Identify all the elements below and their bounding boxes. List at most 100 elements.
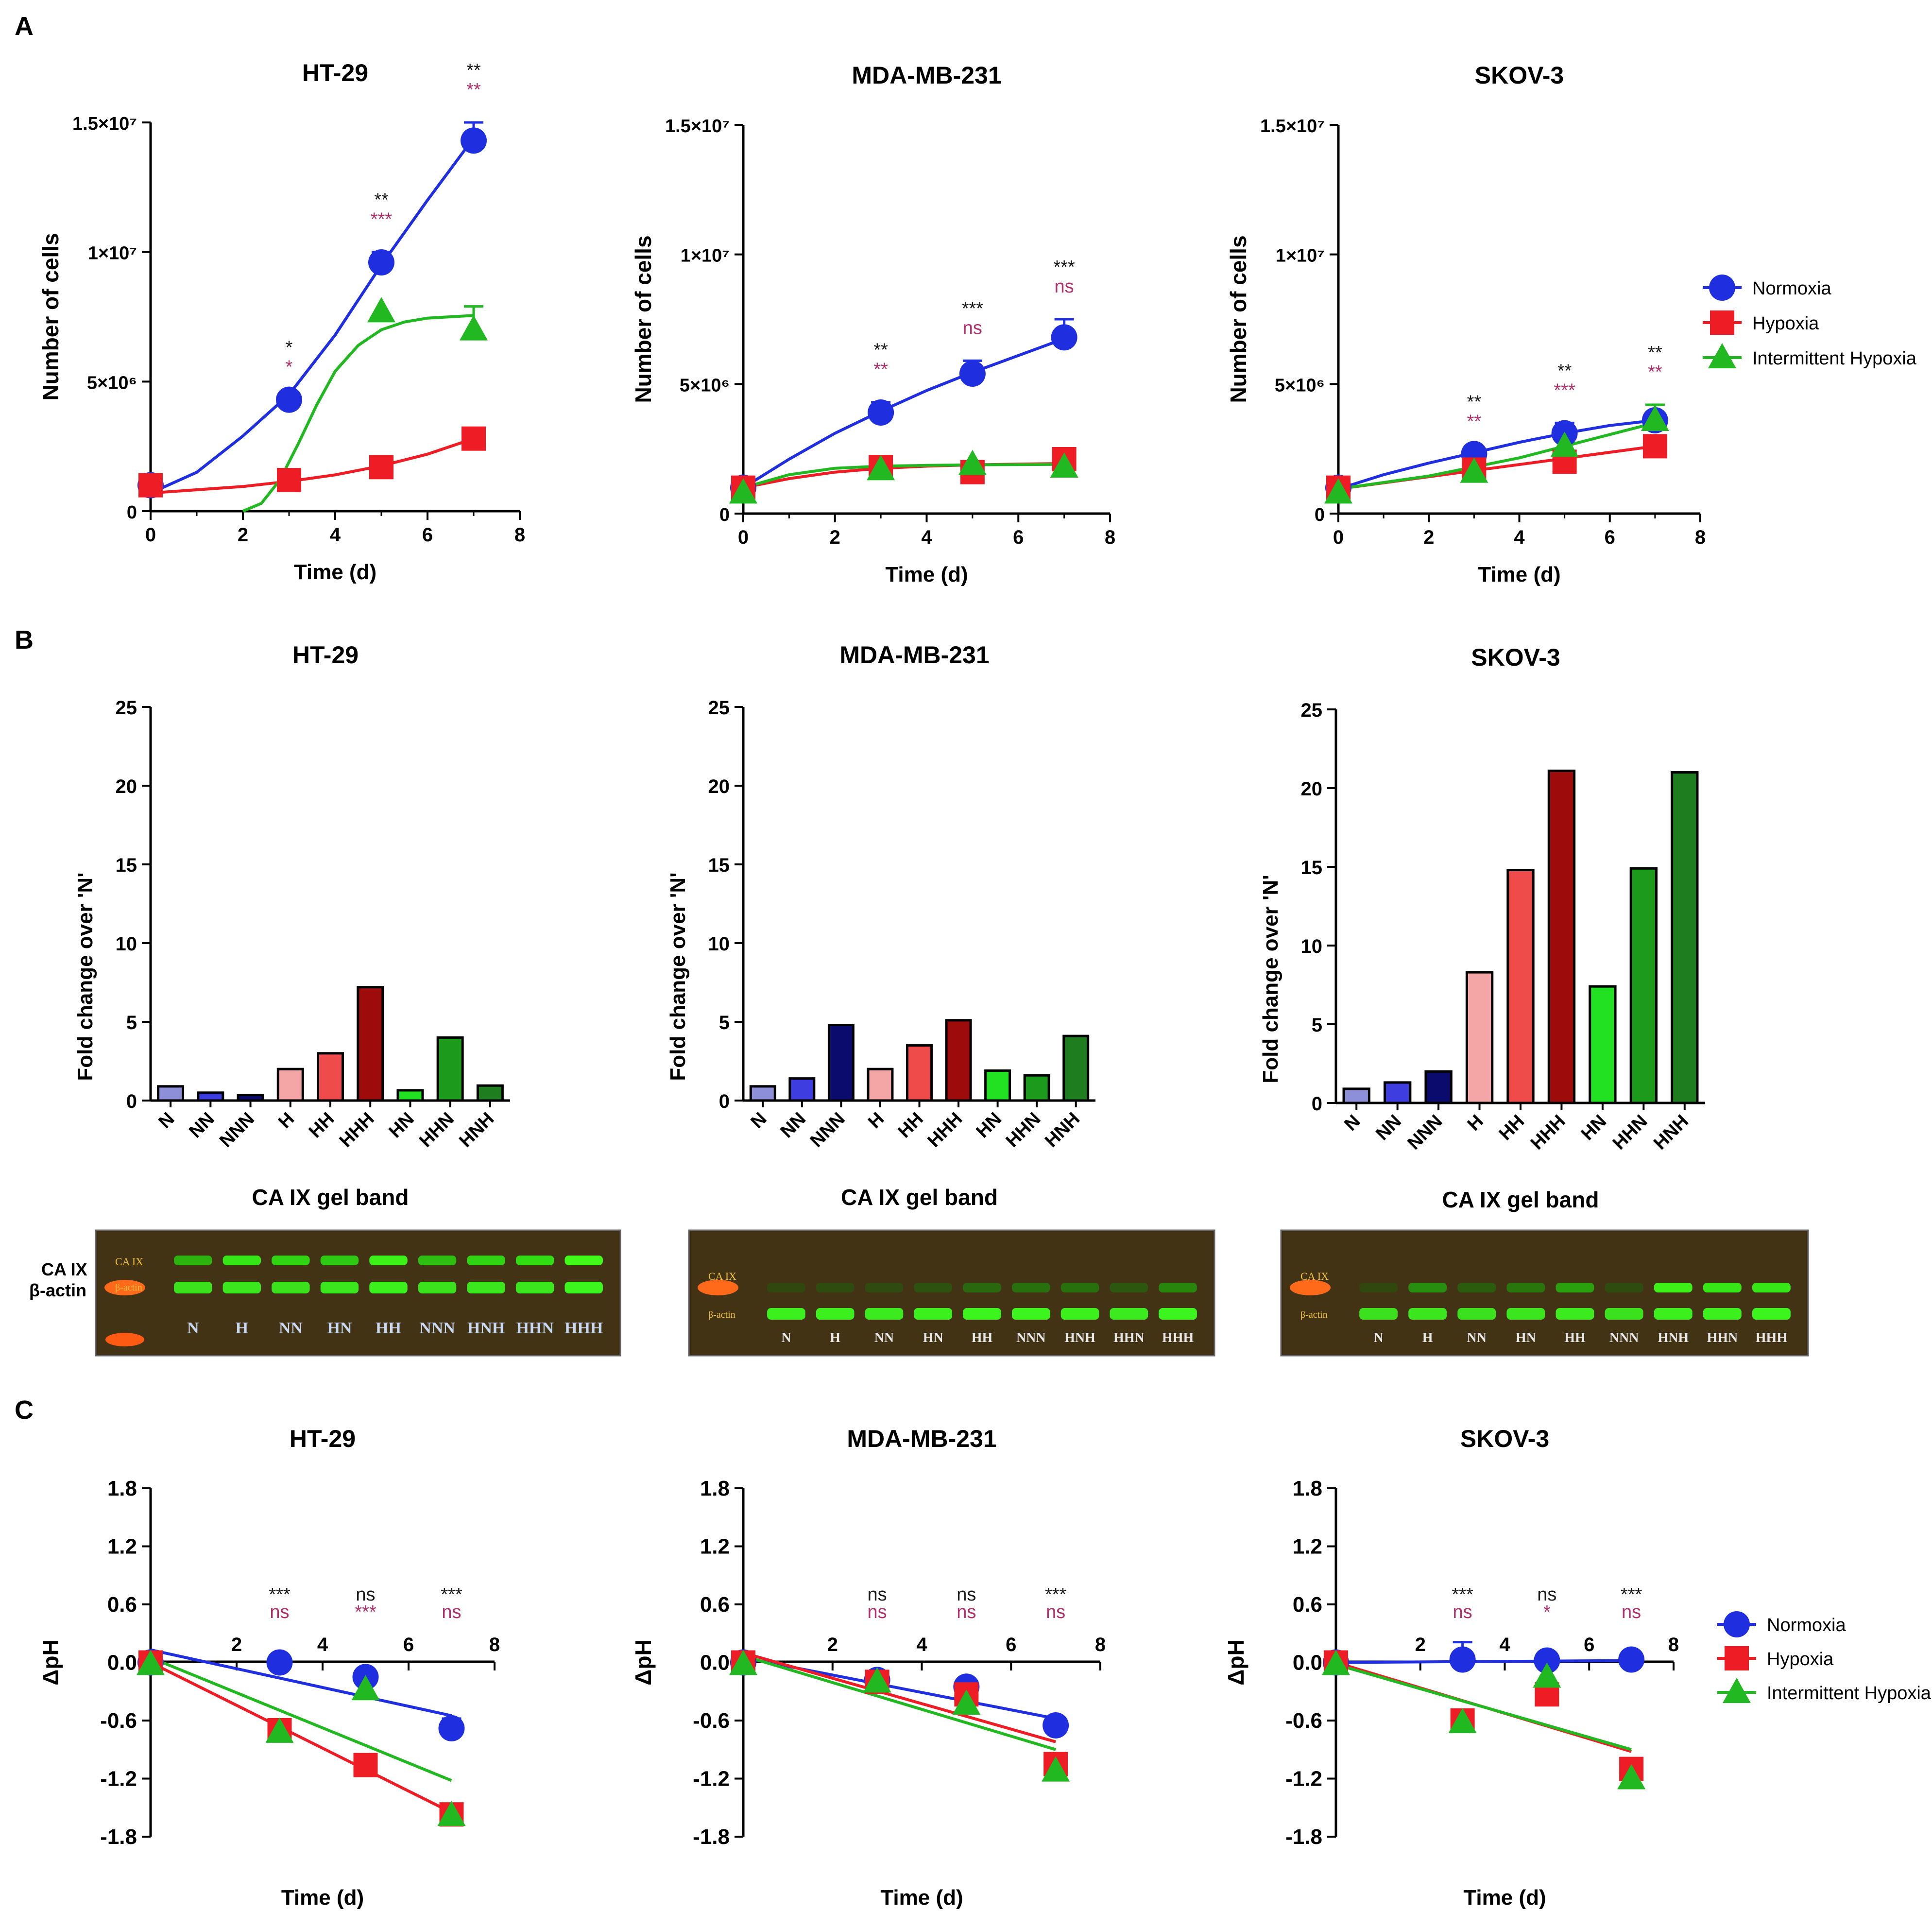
y-tick-label: 0 [126,1091,137,1112]
legend-legend_c: Normoxia Hypoxia Intermittent Hypoxia [1717,1611,1932,1704]
x-tick-label: 6 [403,1634,414,1655]
x-tick-label: 4 [317,1634,328,1655]
gel-band-ca9 [1506,1283,1545,1292]
significance-magenta: ns [1055,276,1074,297]
data-point-intermittent [952,1689,981,1715]
gel-band-ca9 [1060,1283,1099,1292]
y-tick-label: -0.6 [693,1709,730,1733]
y-tick-label: 1.8 [107,1477,137,1500]
gel-lane-label: HHN [1707,1330,1738,1345]
bar-NN [1383,1081,1412,1104]
y-tick-label: 0 [127,502,137,523]
gel-band-ca9 [222,1256,261,1265]
legend-marker-normoxia [1709,275,1735,301]
chart-1: MDA-MB-231 Time (d) Number of cells 0 5×10⁶ 1… [631,62,1115,586]
legend-legend_a: Normoxia Hypoxia Intermittent Hypoxia [1703,275,1917,369]
significance-black: ** [1557,361,1572,381]
data-point-intermittent [867,455,895,481]
chart-title: HT-29 [292,641,359,669]
gel-band-ca9 [1703,1283,1742,1292]
gel-band-ca9 [1457,1283,1496,1292]
panel-label-b: B [15,625,34,654]
gel-band-ca9 [1654,1283,1693,1292]
x-tick-label: 2 [1415,1634,1426,1655]
x-tick-label: HNH [1041,1109,1084,1152]
data-point-normoxia [868,399,894,426]
gel-band-actin [1159,1308,1197,1320]
legend-label-hypoxia: Hypoxia [1752,313,1819,334]
gel-lane-label: HHH [564,1319,603,1337]
gel-ladder-band [698,1280,738,1295]
legend-marker-intermittent [1708,343,1736,368]
y-tick-label: 10 [708,933,730,955]
x-axis-label: Time (d) [885,563,968,586]
gel-lane-label: HHN [516,1319,554,1337]
data-point-intermittent [1322,1650,1350,1675]
x-tick-label: 4 [330,524,341,546]
bar-HN [984,1069,1011,1102]
gel-band-actin [1654,1308,1693,1320]
gel-band-ca9 [1011,1283,1050,1292]
gel-lane-label: HHH [1756,1330,1788,1345]
x-tick-label: 6 [1584,1634,1594,1655]
gel-row-label-actin: β-actin [29,1280,86,1300]
bar-HHH [1547,769,1576,1104]
gel-band-actin [1506,1308,1545,1320]
gel-band-actin [1556,1308,1594,1320]
bar-HN [396,1089,424,1102]
x-tick-label: HHH [924,1109,967,1152]
x-tick-label: 6 [1605,527,1615,548]
data-point-hypoxia [1642,434,1667,459]
gel-band-actin [1408,1308,1447,1320]
x-tick-label: HNH [455,1109,498,1152]
y-tick-label: 20 [116,776,137,797]
gel-lane-label: NNN [1609,1330,1639,1345]
bar-NNN [827,1023,855,1102]
gel-ladder-band [1290,1280,1331,1295]
charts-layer: HT-29 Time (d) Number of cells 0 5×10⁶ 1×10⁷ 1… [38,59,1706,1910]
x-tick-label: NNN [1404,1111,1447,1154]
significance-black: *** [1053,257,1075,277]
y-tick-label: 15 [708,855,730,876]
data-point-normoxia [1449,1646,1476,1673]
x-tick-label: 2 [830,527,840,548]
data-point-normoxia [368,249,394,275]
data-point-intermittent [1617,1764,1646,1790]
data-point-intermittent [1448,1707,1477,1733]
gel-lane-label: HHN [1113,1330,1145,1345]
bar-HHH [945,1019,972,1102]
y-tick-label: 1.5×10⁷ [72,114,137,134]
gel-lane-label: NNN [1016,1330,1046,1345]
gel-band-actin [272,1282,310,1293]
data-point-intermittent [863,1667,891,1693]
y-tick-label: -1.8 [693,1825,730,1849]
chart-8: SKOV-3 Time (d) ΔpH -1.8 -1.2 -0.6 0.0 0.6 1.2 1.… [1223,1425,1679,1910]
significance-magenta: ** [1648,362,1662,382]
gel-lane-label: HN [923,1330,943,1345]
chart-title: SKOV-3 [1471,644,1560,671]
y-tick-label: 25 [116,697,137,719]
bar-H [867,1067,894,1102]
chart-title: HT-29 [302,59,368,86]
gel-lane-label: NN [874,1330,894,1345]
significance-magenta: ns [1046,1602,1065,1622]
chart-title: SKOV-3 [1460,1425,1549,1452]
gel-ladder-band [105,1333,144,1346]
significance-magenta: ns [1453,1602,1472,1622]
data-point-intermittent [1050,452,1078,478]
y-axis-label: Fold change over 'N' [73,872,97,1081]
x-tick-label: NN [185,1109,219,1142]
x-tick-label: 2 [238,524,248,546]
chart-0: HT-29 Time (d) Number of cells 0 5×10⁶ 1×10⁷ 1… [38,59,525,584]
data-point-intermittent [460,315,488,341]
y-tick-label: 0 [719,1091,730,1112]
x-axis-label: Time (d) [1463,1886,1546,1910]
bar-H [1465,971,1494,1104]
gel-lane-label: NNN [419,1319,455,1337]
gel-band-ca9 [1752,1283,1791,1292]
y-tick-label: 0.0 [700,1651,730,1675]
gel-lane-label: H [1422,1330,1433,1345]
gel-lane-label: N [781,1330,791,1345]
